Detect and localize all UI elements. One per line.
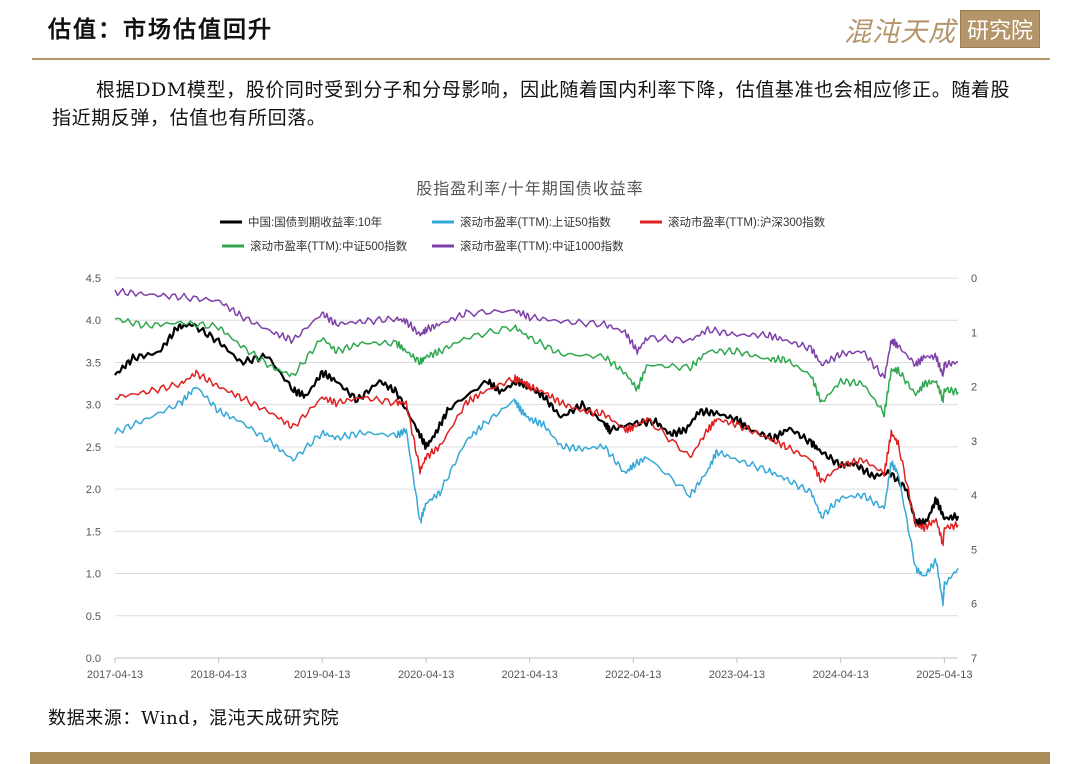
left-tick-label: 3.0 <box>86 400 101 412</box>
left-tick-label: 2.5 <box>86 442 101 454</box>
logo-box: 研究院 <box>959 10 1040 48</box>
x-tick-label: 2022-04-13 <box>605 669 661 681</box>
logo-script: 混沌天成 <box>843 16 956 48</box>
right-tick-label: 7 <box>971 653 977 665</box>
page-title: 估值：市场估值回升 <box>48 16 273 43</box>
left-tick-label: 1.5 <box>86 526 101 538</box>
right-tick-label: 5 <box>971 544 977 556</box>
x-tick-label: 2019-04-13 <box>294 669 350 681</box>
header-rule <box>32 58 1050 60</box>
x-tick-label: 2021-04-13 <box>502 669 558 681</box>
left-tick-label: 4.5 <box>86 273 101 285</box>
left-tick-label: 4.0 <box>86 315 101 327</box>
right-tick-label: 0 <box>971 273 977 285</box>
x-tick-label: 2020-04-13 <box>398 669 454 681</box>
body-paragraph: 根据DDM模型，股价同时受到分子和分母影响，因此随着国内利率下降，估值基准也会相… <box>52 79 1011 129</box>
x-tick-label: 2017-04-13 <box>87 669 143 681</box>
left-tick-label: 0.0 <box>86 653 101 665</box>
legend-label: 中国:国债到期收益率:10年 <box>248 215 382 229</box>
footer-bar <box>30 752 1050 764</box>
valuation-chart: 股指盈利率/十年期国债收益率 0.0 0.5 1.0 1.5 2.0 2.5 3.0 3.5 4… <box>86 179 977 681</box>
axes: 0.0 0.5 1.0 1.5 2.0 2.5 3.0 3.5 4.0 4.5 0 1 2 3 4 5 6 7 20… <box>86 273 977 681</box>
right-tick-label: 4 <box>971 490 977 502</box>
left-tick-label: 3.5 <box>86 357 101 369</box>
left-tick-label: 0.5 <box>86 611 101 623</box>
series-line <box>114 369 959 547</box>
x-tick-label: 2018-04-13 <box>190 669 246 681</box>
legend-label: 滚动市盈率(TTM):上证50指数 <box>460 215 611 229</box>
x-tick-label: 2024-04-13 <box>813 669 869 681</box>
chart-title: 股指盈利率/十年期国债收益率 <box>416 179 643 198</box>
right-tick-label: 6 <box>971 599 977 611</box>
series-line <box>114 386 959 607</box>
right-tick-label: 2 <box>971 382 977 394</box>
left-tick-label: 1.0 <box>86 569 101 581</box>
legend-label: 滚动市盈率(TTM):沪深300指数 <box>668 215 826 229</box>
series-line <box>114 322 960 527</box>
series-lines <box>114 287 960 607</box>
series-line <box>114 317 959 418</box>
legend-label: 滚动市盈率(TTM):中证500指数 <box>250 239 408 253</box>
legend: 中国:国债到期收益率:10年 滚动市盈率(TTM):上证50指数 滚动市盈率(TTM… <box>220 215 826 253</box>
brand-logo: 混沌天成 研究院 <box>844 8 1040 50</box>
x-tick-label: 2023-04-13 <box>709 669 765 681</box>
left-tick-label: 2.0 <box>86 484 101 496</box>
data-source-note: 数据来源：Wind，混沌天成研究院 <box>48 708 340 729</box>
legend-label: 滚动市盈率(TTM):中证1000指数 <box>460 239 624 253</box>
series-line <box>114 287 959 379</box>
x-tick-label: 2025-04-13 <box>916 669 972 681</box>
right-tick-label: 3 <box>971 436 977 448</box>
grid-lines <box>115 277 958 659</box>
right-tick-label: 1 <box>971 327 977 339</box>
